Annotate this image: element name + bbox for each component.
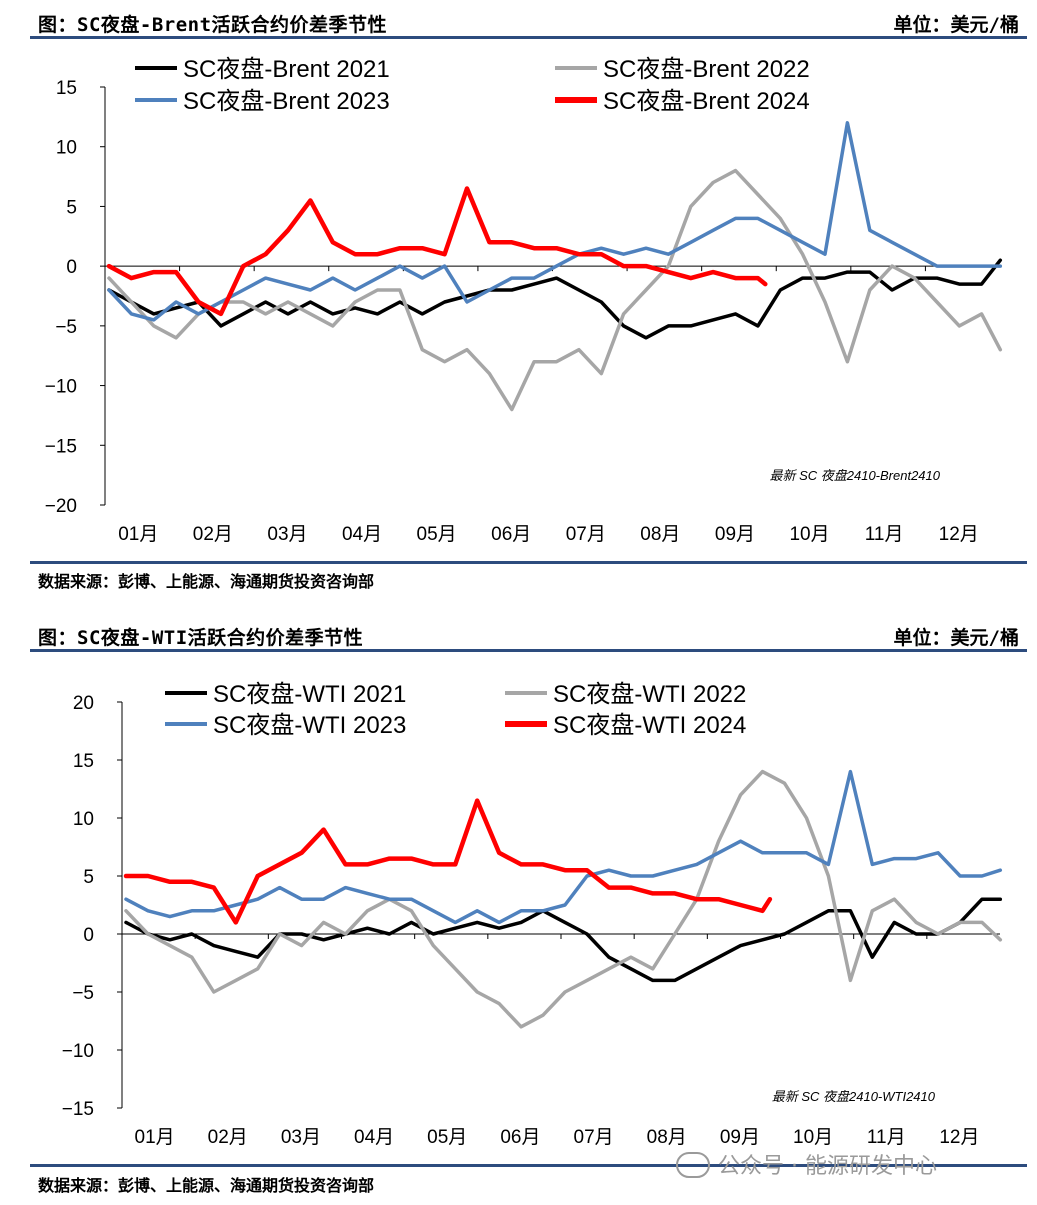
y-tick-label: 20	[73, 693, 94, 714]
legend-label: SC夜盘-Brent 2023	[183, 88, 390, 115]
x-tick-label: 06月	[500, 1127, 540, 1148]
x-tick-label: 06月	[491, 524, 531, 545]
y-tick-label: 15	[73, 751, 94, 772]
chart1-source: 数据来源：彭博、上能源、海通期货投资咨询部	[38, 572, 375, 591]
x-tick-label: 11月	[865, 524, 904, 545]
x-tick-label: 04月	[354, 1127, 394, 1148]
watermark-text: 公众号 · 能源研发中心	[718, 1154, 937, 1179]
y-tick-label: 5	[66, 197, 77, 218]
x-tick-label: 09月	[720, 1127, 760, 1148]
x-tick-label: 01月	[135, 1127, 175, 1148]
legend-label: SC夜盘-Brent 2024	[603, 88, 810, 115]
chart2-header: 图：SC夜盘-WTI活跃合约价差季节性 单位：美元/桶	[30, 623, 1027, 649]
y-tick-label: 0	[83, 925, 94, 946]
x-tick-label: 01月	[118, 524, 158, 545]
y-tick-label: 10	[73, 809, 94, 830]
x-tick-label: 12月	[939, 1127, 979, 1148]
x-tick-label: 08月	[640, 524, 680, 545]
series-line-2021	[124, 897, 1003, 983]
legend-label: SC夜盘-WTI 2022	[553, 681, 746, 708]
x-tick-label: 05月	[427, 1127, 467, 1148]
x-tick-label: 12月	[939, 524, 979, 545]
y-tick-label: −15	[62, 1099, 94, 1120]
chart2-title: 图：SC夜盘-WTI活跃合约价差季节性	[38, 627, 364, 649]
y-tick-label: −5	[55, 317, 77, 338]
latest-annotation: 最新 SC 夜盘2410-Brent2410	[769, 468, 940, 483]
series-line-2022	[124, 769, 1003, 1029]
chart2-source: 数据来源：彭博、上能源、海通期货投资咨询部	[38, 1176, 375, 1195]
x-tick-label: 03月	[267, 524, 307, 545]
latest-annotation: 最新 SC 夜盘2410-WTI2410	[772, 1089, 936, 1104]
chart2-svg: 20 15 10 5 0 −5 −10 −15 01月 02月 03月 04月 05月 06月 07月 08月…	[62, 681, 1003, 1148]
y-tick-label: −10	[45, 377, 77, 398]
y-tick-label: −10	[62, 1041, 94, 1062]
wechat-icon	[676, 1152, 710, 1178]
x-tick-label: 09月	[715, 524, 755, 545]
series-line-2024	[123, 798, 773, 925]
chart2-bottom-rule	[30, 1164, 1027, 1167]
chart1-top-rule	[30, 36, 1027, 39]
chart1-bottom-rule	[30, 561, 1027, 564]
x-tick-label: 07月	[566, 524, 606, 545]
y-tick-label: −15	[45, 436, 77, 457]
legend-label: SC夜盘-Brent 2021	[183, 56, 390, 83]
legend-label: SC夜盘-WTI 2023	[213, 712, 406, 739]
y-tick-label: 15	[56, 78, 77, 99]
series-line-2023	[124, 769, 1003, 925]
chart1-title: 图：SC夜盘-Brent活跃合约价差季节性	[38, 14, 388, 36]
chart1-svg: 15 10 5 0 −5 −10 −15 −20 01月 02月 03月 04月 05月 06月 07月 08…	[45, 56, 1003, 545]
y-tick-label: −20	[45, 496, 77, 517]
x-tick-label: 02月	[208, 1127, 248, 1148]
series-line-2022	[107, 168, 1003, 412]
y-tick-label: 0	[66, 257, 77, 278]
x-tick-label: 10月	[793, 1127, 833, 1148]
chart1-unit: 单位：美元/桶	[893, 14, 1019, 36]
x-tick-label: 05月	[417, 524, 457, 545]
watermark: 公众号 · 能源研发中心	[676, 1148, 937, 1180]
chart1-header: 图：SC夜盘-Brent活跃合约价差季节性 单位：美元/桶	[30, 10, 1027, 36]
y-tick-label: 10	[56, 138, 77, 159]
y-tick-label: −5	[72, 983, 94, 1004]
x-tick-label: 10月	[789, 524, 829, 545]
legend-label: SC夜盘-Brent 2022	[603, 56, 810, 83]
x-tick-label: 02月	[193, 524, 233, 545]
y-tick-label: 5	[83, 867, 94, 888]
x-tick-label: 03月	[281, 1127, 321, 1148]
legend-label: SC夜盘-WTI 2024	[553, 712, 746, 739]
chart2-unit: 单位：美元/桶	[893, 627, 1019, 649]
series-line-2024	[106, 186, 768, 317]
x-tick-label: 08月	[647, 1127, 687, 1148]
x-tick-label: 11月	[867, 1127, 906, 1148]
x-tick-label: 04月	[342, 524, 382, 545]
series-line-2023	[107, 121, 1003, 322]
legend-label: SC夜盘-WTI 2021	[213, 681, 406, 708]
chart2-top-rule	[30, 649, 1027, 652]
x-tick-label: 07月	[574, 1127, 614, 1148]
series-line-2021	[107, 258, 1003, 340]
